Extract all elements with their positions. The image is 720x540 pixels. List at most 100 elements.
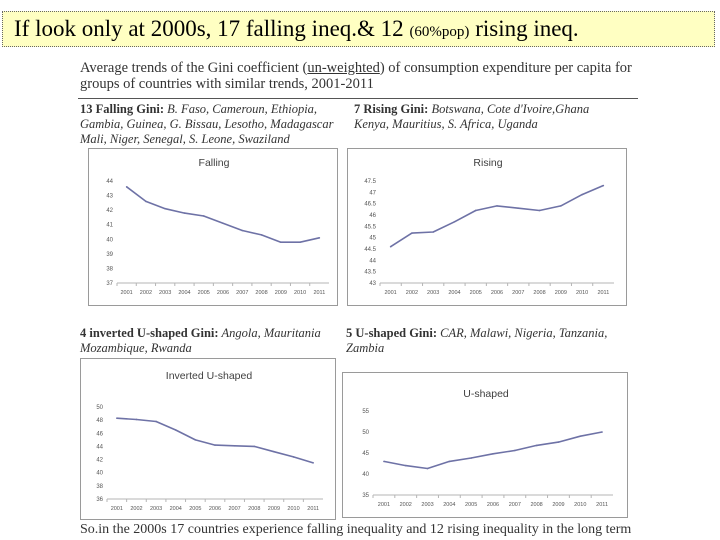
y-tick-label: 44.5	[364, 247, 376, 253]
data-point	[602, 184, 605, 187]
group-u-shaped-title: 5 U-shaped Gini:	[346, 326, 437, 340]
y-tick-label: 55	[362, 409, 369, 415]
x-tick-label: 2011	[313, 290, 325, 296]
data-point	[183, 212, 186, 214]
chart-u-shaped: U-shaped 35 40 45 50 55 2001 2002 2003 2004 2005 20…	[342, 372, 628, 518]
chart-svg: Inverted U-shaped 36 38 40 42 44 46 48 50 2001 200…	[96, 370, 323, 512]
x-tick-label: 2009	[275, 290, 287, 296]
y-tick-label: 40	[362, 472, 369, 478]
data-point	[432, 231, 434, 233]
data-point	[557, 441, 560, 443]
slide-title: If look only at 2000s, 17 falling ineq.&…	[14, 16, 579, 45]
group-rising-countries: Botswana, Cote d'Ivoire,Ghana Kenya, Mau…	[354, 102, 590, 131]
data-point	[253, 445, 256, 448]
data-point	[280, 241, 282, 243]
slide-title-part2: rising ineq.	[469, 16, 579, 41]
chart-title: Falling	[199, 157, 230, 169]
data-point	[260, 234, 263, 236]
data-point	[312, 462, 314, 464]
data-point	[579, 435, 582, 437]
series-line	[390, 184, 604, 248]
chart-title: Rising	[473, 157, 502, 169]
y-tick-label: 47.5	[364, 179, 376, 185]
data-point	[404, 464, 407, 467]
chart-svg: U-shaped 35 40 45 50 55 2001 2002 2003 2004 2005 20…	[362, 388, 613, 508]
x-tick-label: 2011	[596, 502, 608, 508]
data-point	[474, 209, 477, 212]
x-tick-label: 2001	[378, 502, 390, 508]
data-point	[299, 241, 301, 243]
y-tick-label: 50	[96, 405, 103, 411]
data-point	[601, 431, 603, 433]
x-tick-label: 2006	[487, 502, 499, 508]
group-u-shaped-countries: CAR, Malawi, Nigeria, Tanzania, Zambia	[346, 326, 608, 355]
group-falling-countries: B. Faso, Cameroun, Ethiopia, Gambia, Gui…	[80, 102, 334, 146]
group-label-falling: 13 Falling Gini: B. Faso, Cameroun, Ethi…	[80, 102, 345, 147]
data-point	[448, 460, 451, 463]
x-tick-label: 2010	[294, 290, 306, 296]
data-point	[411, 232, 413, 234]
heading-divider	[78, 98, 638, 99]
footer-summary: So.in the 2000s 17 countries experience …	[80, 522, 632, 537]
x-tick-label: 2006	[209, 506, 221, 512]
data-point	[145, 200, 147, 203]
y-tick-label: 44	[369, 258, 376, 264]
x-tick-label: 2010	[576, 290, 588, 296]
data-point	[514, 449, 516, 452]
y-tick-label: 43.5	[364, 270, 376, 276]
x-tick-label: 2003	[421, 502, 433, 508]
data-point	[535, 444, 538, 447]
data-point	[222, 222, 224, 225]
data-point	[496, 205, 498, 207]
y-tick-label: 48	[96, 418, 103, 424]
x-tick-label: 2004	[170, 506, 182, 512]
data-point	[581, 193, 583, 196]
x-tick-label: 2003	[427, 290, 439, 296]
x-tick-label: 2007	[229, 506, 241, 512]
x-tick-label: 2003	[159, 290, 171, 296]
data-point	[241, 229, 244, 232]
x-tick-label: 2004	[178, 290, 190, 296]
x-tick-label: 2002	[140, 290, 152, 296]
chart-title: Inverted U-shaped	[166, 370, 253, 382]
x-tick-label: 2004	[443, 502, 455, 508]
group-inverted-u-countries: Angola, Mauritania Mozambique, Rwanda	[80, 326, 321, 355]
x-tick-label: 2009	[552, 502, 564, 508]
group-label-inverted-u: 4 inverted U-shaped Gini: Angola, Maurit…	[80, 326, 350, 356]
group-inverted-u-title: 4 inverted U-shaped Gini:	[80, 326, 219, 340]
data-point	[426, 467, 429, 470]
y-tick-label: 41	[106, 223, 113, 229]
x-tick-label: 2011	[597, 290, 609, 296]
data-point	[155, 420, 157, 423]
x-tick-label: 2002	[406, 290, 418, 296]
y-tick-label: 37	[106, 281, 113, 287]
x-tick-label: 2007	[512, 290, 524, 296]
y-tick-label: 42	[96, 458, 103, 464]
x-tick-label: 2010	[287, 506, 299, 512]
slide-title-part1: If look only at 2000s, 17 falling ineq.&…	[14, 16, 410, 41]
data-point	[517, 207, 520, 209]
series-line	[126, 186, 320, 243]
data-point	[292, 456, 295, 458]
heading-underlined: un-weighted	[307, 60, 380, 76]
y-tick-label: 35	[362, 493, 369, 499]
chart-rising: Rising 43 43.5 44 44.5 45 45.5 46 46.5 47 47.5 2001…	[347, 148, 627, 306]
data-point	[116, 417, 118, 419]
x-tick-label: 2002	[400, 502, 412, 508]
x-tick-label: 2004	[448, 290, 460, 296]
data-point	[560, 205, 562, 207]
y-tick-label: 38	[96, 484, 103, 490]
x-tick-label: 2005	[198, 290, 210, 296]
x-tick-label: 2011	[307, 506, 319, 512]
x-tick-label: 2005	[470, 290, 482, 296]
y-tick-label: 42	[106, 208, 113, 214]
data-point	[318, 237, 321, 239]
data-point	[453, 221, 456, 223]
y-tick-label: 40	[96, 471, 103, 477]
data-point	[383, 460, 385, 463]
x-tick-label: 2001	[385, 290, 397, 296]
y-tick-label: 46	[96, 431, 103, 437]
chart-svg: Falling 37 38 39 40 41 42 43 44 2001 2002 2003 2004 2…	[106, 157, 329, 296]
data-point	[492, 453, 494, 455]
chart-falling: Falling 37 38 39 40 41 42 43 44 2001 2002 2003 2004 2…	[88, 148, 338, 306]
